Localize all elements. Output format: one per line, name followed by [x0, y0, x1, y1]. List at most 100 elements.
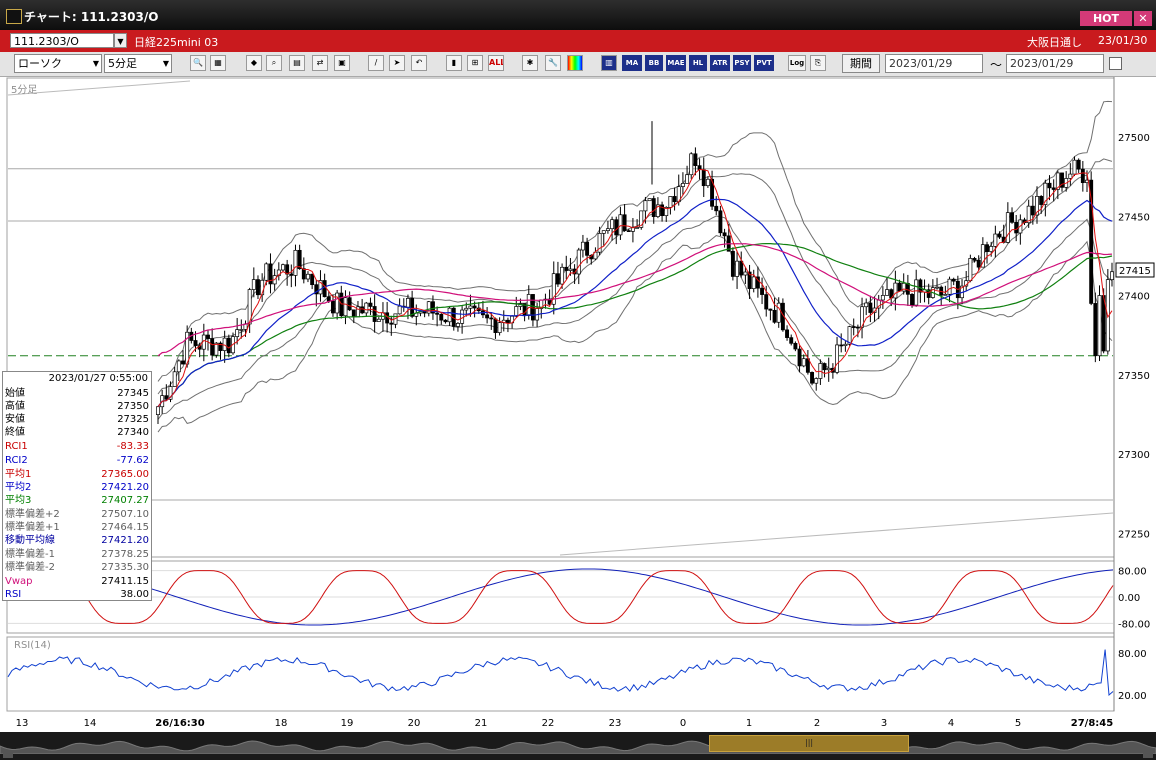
date-to-field[interactable]: 2023/01/29 [1006, 54, 1104, 73]
atr-button[interactable]: ATR [710, 55, 730, 71]
candle-body [918, 279, 923, 293]
settings-icon[interactable]: ✱ [522, 55, 538, 71]
info-label: 標準偏差-1 [5, 549, 55, 560]
candle-body [176, 360, 181, 373]
wrench-icon[interactable]: 🔧 [545, 55, 561, 71]
candle-body [689, 153, 694, 176]
candle-body [1060, 172, 1064, 188]
candle-body [635, 227, 640, 229]
chart-scroller[interactable] [0, 732, 1156, 760]
scroll-left-button[interactable] [3, 752, 13, 758]
grid-icon[interactable]: ▦ [210, 55, 226, 71]
interval-select[interactable]: 5分足 ▼ [104, 54, 172, 73]
candle-body [368, 302, 373, 307]
candle-body [489, 317, 494, 320]
info-row-ma1: 平均1 27365.00 [5, 468, 149, 481]
trend-line [559, 512, 1114, 556]
log-button[interactable]: Log [788, 55, 806, 71]
indicator-icon[interactable]: ▤ [289, 55, 305, 71]
candle-body [1072, 159, 1077, 175]
scroller-thumb[interactable] [709, 735, 909, 752]
export-icon[interactable]: ⎘ [810, 55, 826, 71]
compare-icon[interactable]: ⇄ [312, 55, 328, 71]
info-value: 27421.20 [101, 482, 149, 493]
candle-body [747, 271, 752, 289]
symbol-input[interactable]: 111.2303/O [10, 33, 114, 48]
candle-body [301, 268, 306, 280]
info-label: 始値 [5, 388, 25, 399]
pvt-button[interactable]: PVT [754, 55, 774, 71]
candle-body [764, 294, 769, 310]
candle-body [472, 305, 477, 309]
psy-button[interactable]: PSY [733, 55, 751, 71]
info-label: RCI1 [5, 441, 28, 452]
period-button[interactable]: 期間 [842, 54, 880, 73]
rsi-pane-label: RSI(14) [14, 640, 51, 651]
rci-icon[interactable]: ▥ [601, 55, 617, 71]
draw-line-icon[interactable]: / [368, 55, 384, 71]
x-tick-label: 14 [84, 718, 97, 729]
chart-app-icon [6, 9, 22, 24]
candle-body [730, 250, 735, 277]
x-tick-label: 2 [814, 718, 820, 729]
candle-body [372, 306, 377, 322]
candle-icon[interactable]: ▮ [446, 55, 462, 71]
candle-body [760, 287, 765, 295]
candle-body [614, 219, 619, 236]
rsi-line [7, 649, 1114, 697]
candle-body [810, 372, 815, 384]
info-value: 27407.27 [101, 495, 149, 506]
close-button[interactable]: ✕ [1134, 11, 1152, 26]
bb-button[interactable]: BB [645, 55, 663, 71]
candle-body [406, 298, 410, 308]
candle-body [797, 348, 802, 367]
candle-body [972, 258, 977, 261]
info-timestamp: 2023/01/27 0:55:00 [48, 373, 148, 384]
info-value: -77.62 [116, 455, 149, 466]
hot-button[interactable]: HOT [1080, 11, 1132, 26]
bar-icon[interactable]: ⊞ [467, 55, 483, 71]
info-label: 標準偏差-2 [5, 562, 55, 573]
candle-body [772, 309, 777, 323]
chevron-down-icon: ▼ [92, 59, 99, 68]
chart-type-select[interactable]: ローソク ▼ [14, 54, 102, 73]
lock-icon[interactable]: ▣ [334, 55, 350, 71]
zoom-icon[interactable]: 🔍 [190, 55, 206, 71]
candle-body [951, 278, 956, 282]
candle-body [755, 276, 760, 289]
ma-button[interactable]: MA [622, 55, 642, 71]
interval-value: 5分足 [108, 57, 137, 70]
candle-body [843, 343, 848, 346]
search-chart-icon[interactable]: ⌕ [266, 55, 282, 71]
candle-body [389, 322, 394, 325]
candle-body [576, 249, 581, 275]
candle-body [172, 371, 177, 387]
info-label: 標準偏差+2 [5, 509, 60, 520]
color-palette-icon[interactable] [567, 55, 583, 71]
mae-button[interactable]: MAE [666, 55, 686, 71]
undo-icon[interactable]: ↶ [411, 55, 427, 71]
x-tick-label: 18 [275, 718, 288, 729]
candle-body [1010, 212, 1014, 223]
symbol-dropdown-button[interactable]: ▼ [114, 33, 127, 48]
candle-body [226, 337, 231, 354]
date-checkbox[interactable] [1109, 57, 1122, 70]
hl-button[interactable]: HL [689, 55, 707, 71]
candle-body [318, 280, 323, 295]
scroll-right-button[interactable] [1143, 752, 1153, 758]
info-value: 27350 [117, 401, 149, 412]
date-from-field[interactable]: 2023/01/29 [885, 54, 983, 73]
candle-body [943, 293, 948, 296]
candle-body [835, 344, 839, 373]
cursor-icon[interactable]: ➤ [389, 55, 405, 71]
candle-body [564, 266, 569, 271]
chart-canvas[interactable]: 27500 27450 27400 27350 27300 27250 80.00 0.00 -… [0, 77, 1156, 732]
candle-body [193, 340, 198, 346]
tool-icon-1[interactable]: ◆ [246, 55, 262, 71]
candle-body [985, 244, 989, 252]
candle-body [289, 273, 294, 276]
candle-body [705, 178, 710, 187]
candle-body [610, 219, 615, 230]
all-button[interactable]: ALL [488, 55, 504, 71]
rci1-line [7, 570, 1114, 624]
